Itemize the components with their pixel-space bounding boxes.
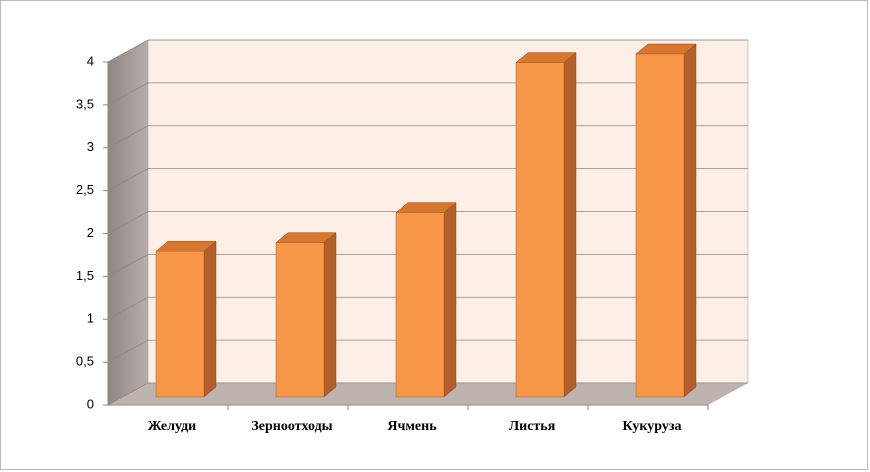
grid-line-side — [107, 168, 149, 191]
y-tick-label: 0,5 — [76, 354, 94, 369]
x-tick-label: Листья — [509, 419, 556, 434]
bar — [155, 250, 205, 398]
bar — [395, 212, 445, 398]
grid-line-side — [107, 254, 149, 277]
y-tick-label: 3,5 — [76, 96, 94, 111]
bar — [635, 53, 685, 398]
bar-side — [683, 43, 697, 398]
y-tick-label: 2,5 — [76, 182, 94, 197]
grid-line-side — [107, 339, 149, 363]
y-tick-label: 2 — [87, 225, 94, 240]
bar — [515, 62, 565, 398]
x-tick-label: Зерноотходы — [251, 419, 332, 434]
grid-line-side — [107, 125, 149, 149]
y-tick-label: 1 — [87, 311, 94, 326]
y-tick-label: 1,5 — [76, 268, 94, 283]
x-tick-label: Кукуруза — [623, 419, 682, 434]
grid-line-side — [107, 39, 149, 63]
grid-line-side — [107, 296, 149, 320]
bar-side — [203, 240, 217, 398]
grid-line-side — [107, 382, 149, 406]
bar — [275, 242, 325, 398]
y-tick-label: 4 — [87, 53, 94, 68]
bar-side — [443, 202, 457, 398]
grid-line-side — [107, 82, 149, 106]
bar-side — [563, 52, 577, 398]
y-tick-label: 3 — [87, 139, 94, 154]
x-tick-label: Желуди — [148, 419, 196, 434]
grid-line-side — [107, 211, 149, 234]
bar-side — [323, 232, 337, 398]
y-tick-label: 0 — [87, 396, 94, 411]
x-tick-label: Ячмень — [387, 419, 437, 434]
